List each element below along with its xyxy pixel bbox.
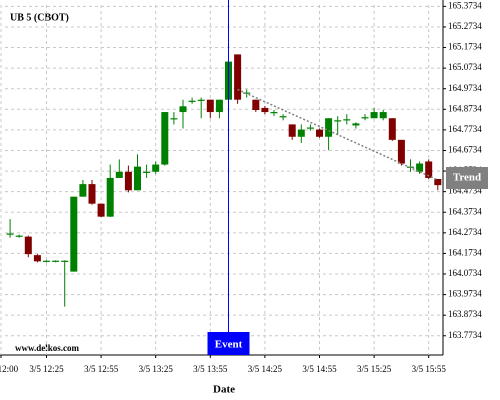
- event-label-box: [207, 332, 250, 355]
- candle-body: [134, 166, 141, 191]
- candle-body: [416, 163, 424, 172]
- x-tick-label: 3/5 13:25: [139, 364, 174, 374]
- candle-body: [297, 129, 305, 137]
- candle-body: [425, 161, 433, 178]
- candle-body: [370, 112, 378, 119]
- candle-body: [188, 100, 196, 102]
- candle-body: [270, 112, 278, 114]
- y-tick-label: 164.0734: [448, 268, 482, 278]
- candle-body: [152, 164, 160, 172]
- candle-body: [288, 124, 296, 137]
- y-tick-label: 165.0734: [448, 62, 482, 72]
- x-tick-label: 3/5 12:25: [29, 364, 64, 374]
- candle-body: [33, 255, 41, 262]
- candle-body: [261, 107, 269, 113]
- candle-body: [279, 116, 287, 118]
- candle-body: [252, 99, 260, 110]
- candle-body: [215, 99, 223, 113]
- y-tick-label: 163.9734: [448, 289, 482, 299]
- x-tick-label: 3/5 14:25: [248, 364, 283, 374]
- y-tick-label: 164.3734: [448, 206, 482, 216]
- candle-body: [197, 99, 205, 101]
- candle-body: [343, 119, 351, 121]
- candle-body: [115, 171, 123, 178]
- candle-body: [43, 260, 50, 262]
- candle-body: [52, 260, 60, 262]
- candle-body: [24, 236, 32, 255]
- y-tick-label: 163.8734: [448, 309, 482, 319]
- event-label: Event: [215, 339, 243, 351]
- candle-body: [97, 203, 105, 217]
- candle-body: [234, 54, 242, 100]
- y-tick-label: 163.7734: [448, 330, 482, 340]
- y-tick-label: 165.1734: [448, 42, 482, 52]
- candle-body: [352, 123, 360, 126]
- candle-body: [316, 129, 323, 137]
- candle-body: [106, 177, 114, 217]
- candle-body: [143, 171, 151, 173]
- trend-label: Trend: [453, 172, 481, 184]
- x-tick-label: 3/5 15:55: [412, 364, 447, 374]
- y-tick-label: 164.8734: [448, 103, 482, 113]
- trend-label-box: [446, 167, 488, 189]
- candle-body: [124, 171, 132, 191]
- x-tick-label: 3/5 15:25: [357, 364, 392, 374]
- candle-body: [179, 106, 187, 113]
- candle-body: [161, 112, 169, 165]
- x-tick-label: 3/5 13:55: [193, 364, 228, 374]
- candle-body: [88, 184, 96, 204]
- y-tick-label: 165.2734: [448, 21, 482, 31]
- chart-title: UB 5 (CBOT): [10, 12, 69, 23]
- candle-body: [388, 118, 396, 140]
- candle-body: [325, 118, 333, 137]
- candle-body: [206, 99, 214, 113]
- x-tick-label: 3/5 14:55: [302, 364, 337, 374]
- candle-body: [397, 139, 405, 164]
- trend-line: [237, 88, 439, 181]
- candle-body: [379, 112, 387, 119]
- candle-body: [361, 117, 369, 119]
- candle-body: [15, 235, 23, 237]
- candle-body: [334, 120, 342, 122]
- y-tick-label: 164.9734: [448, 83, 482, 93]
- candle-body: [170, 118, 178, 120]
- y-tick-label: 164.4734: [448, 186, 482, 196]
- candle-body: [6, 233, 14, 235]
- candle-body: [79, 184, 87, 197]
- y-tick-label: 164.6734: [448, 145, 482, 155]
- candle-body: [306, 127, 314, 129]
- watermark: www.delkos.com: [15, 343, 80, 353]
- y-tick-label: 164.2734: [448, 227, 482, 237]
- x-tick-label: 3/5 12:00: [0, 364, 19, 374]
- x-axis-label: Date: [213, 384, 235, 396]
- x-tick-label: 3/5 12:55: [84, 364, 119, 374]
- candle-body: [61, 260, 69, 262]
- y-tick-label: 165.3734: [448, 0, 482, 10]
- candle-body: [434, 178, 442, 186]
- candle-body: [70, 196, 78, 272]
- y-tick-label: 164.7734: [448, 124, 482, 134]
- y-tick-label: 164.1734: [448, 247, 482, 257]
